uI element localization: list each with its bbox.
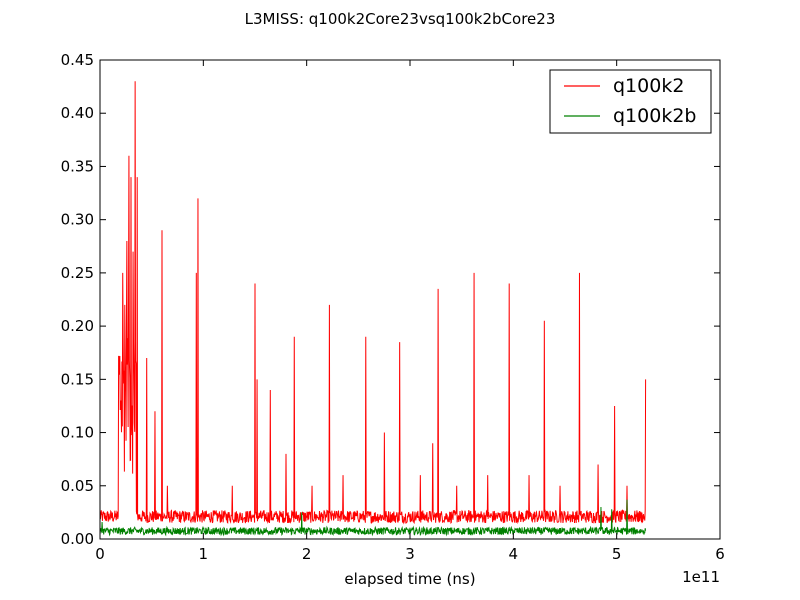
x-tick-label: 5 xyxy=(612,545,622,563)
series-line-q100k2b xyxy=(99,499,647,537)
y-tick-label: 0.10 xyxy=(61,424,94,442)
y-tick-label: 0.40 xyxy=(61,104,94,122)
legend-box xyxy=(549,69,712,134)
axis-ticks: 0 1 2 3 4 5 6 0.00 0.05 0.10 0.15 0.20 0.25 0.30 0.35 0… xyxy=(61,51,725,563)
series-line-q100k2 xyxy=(99,81,647,525)
y-tick-label: 0.05 xyxy=(61,477,94,495)
x-tick-label: 2 xyxy=(302,545,312,563)
chart-title: L3MISS: q100k2Core23vsq100k2bCore23 xyxy=(245,10,556,28)
x-tick-label: 1 xyxy=(199,545,209,563)
y-tick-label: 0.00 xyxy=(61,530,94,548)
legend-label-q100k2b: q100k2b xyxy=(613,105,696,127)
y-tick-label: 0.25 xyxy=(61,264,94,282)
x-axis-label: elapsed time (ns) xyxy=(344,570,475,588)
y-tick-label: 0.45 xyxy=(61,51,94,69)
x-axis-offset-label: 1e11 xyxy=(682,568,720,586)
x-tick-label: 0 xyxy=(95,545,105,563)
y-tick-label: 0.30 xyxy=(61,211,94,229)
x-tick-label: 4 xyxy=(509,545,519,563)
x-tick-label: 3 xyxy=(405,545,415,563)
legend-label-q100k2: q100k2 xyxy=(613,75,684,97)
x-tick-label: 6 xyxy=(715,545,725,563)
y-tick-label: 0.15 xyxy=(61,370,94,388)
plot-lines xyxy=(99,81,647,537)
y-tick-label: 0.20 xyxy=(61,317,94,335)
y-tick-label: 0.35 xyxy=(61,157,94,175)
legend: q100k2 q100k2b xyxy=(549,69,712,134)
